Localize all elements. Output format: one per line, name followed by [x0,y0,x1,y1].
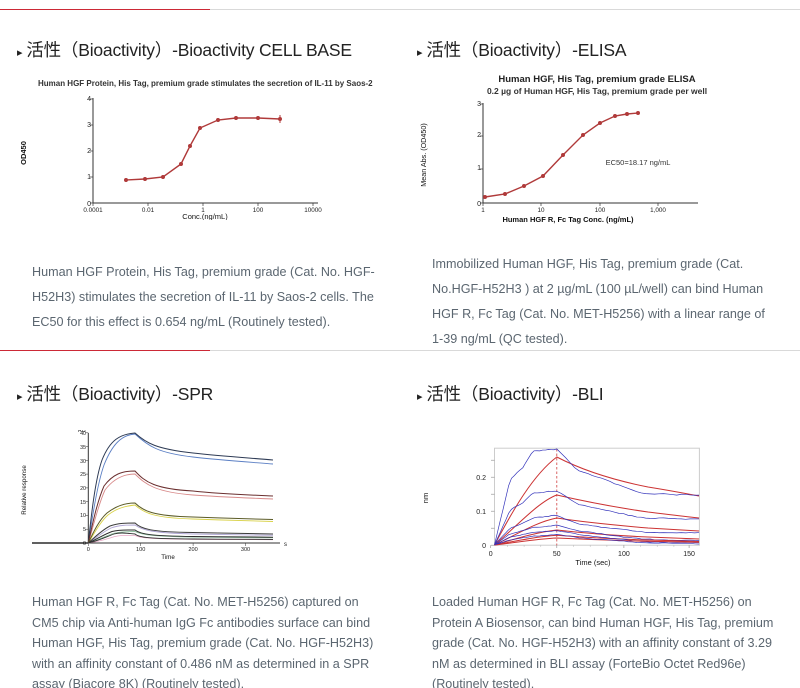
svg-text:Human HGF R, Fc Tag Conc. (ng/: Human HGF R, Fc Tag Conc. (ng/mL) [502,215,634,224]
svg-text:s: s [284,542,287,548]
svg-text:100: 100 [136,547,145,553]
svg-text:0.01: 0.01 [142,207,155,214]
svg-text:1: 1 [481,207,485,214]
svg-text:nm: nm [421,493,430,503]
svg-text:40: 40 [80,431,86,437]
svg-text:15: 15 [80,500,86,506]
svg-text:Conc.(ng/mL): Conc.(ng/mL) [182,212,228,220]
svg-text:0: 0 [489,551,493,558]
svg-text:10000: 10000 [304,207,322,214]
svg-text:200: 200 [188,547,197,553]
svg-text:0: 0 [83,541,86,547]
svg-text:50: 50 [553,551,561,558]
svg-text:2: 2 [87,148,91,155]
svg-text:4: 4 [87,96,91,103]
svg-text:35: 35 [80,445,86,451]
svg-text:0.1: 0.1 [476,509,486,516]
svg-text:25: 25 [80,472,86,478]
svg-text:100: 100 [595,207,606,214]
svg-text:100: 100 [618,551,630,558]
svg-text:300: 300 [241,547,250,553]
svg-text:Time (sec): Time (sec) [575,558,611,567]
svg-text:Time: Time [161,554,175,561]
svg-text:10: 10 [80,513,86,519]
svg-text:10: 10 [537,207,545,214]
svg-text:2: 2 [477,132,481,139]
svg-text:0: 0 [87,547,90,553]
svg-text:150: 150 [683,551,695,558]
svg-text:3: 3 [477,101,481,108]
svg-text:Mean Abs. (OD450): Mean Abs. (OD450) [419,123,428,187]
svg-text:OD450: OD450 [19,141,28,165]
svg-text:5: 5 [83,527,86,533]
svg-text:0.2: 0.2 [476,475,486,482]
svg-text:100: 100 [253,207,264,214]
svg-text:3: 3 [87,122,91,129]
svg-text:1: 1 [87,174,91,181]
svg-text:30: 30 [80,459,86,465]
svg-text:Relative response: Relative response [21,465,28,515]
svg-text:0.0001: 0.0001 [83,207,103,214]
svg-text:0: 0 [482,543,486,550]
svg-text:1: 1 [477,165,481,172]
svg-text:EC50=18.17 ng/mL: EC50=18.17 ng/mL [606,158,671,167]
svg-text:1,000: 1,000 [650,207,666,214]
svg-text:20: 20 [80,486,86,492]
